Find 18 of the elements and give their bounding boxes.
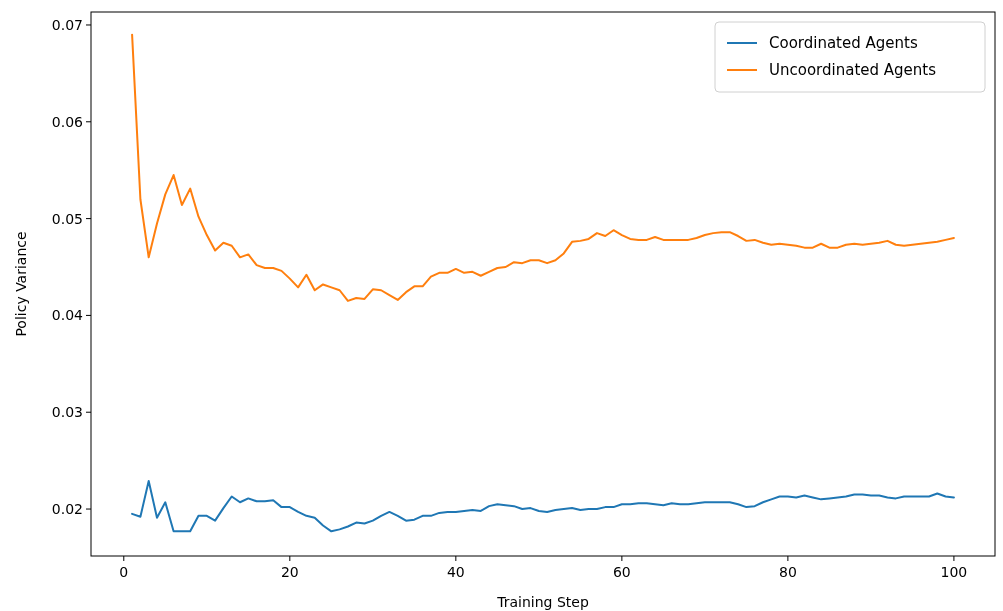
y-tick-label: 0.07	[51, 16, 83, 33]
x-tick-label: 20	[280, 564, 299, 580]
y-tick-label: 0.04	[51, 307, 84, 324]
legend-label: Uncoordinated Agents	[769, 61, 937, 80]
legend-label: Coordinated Agents	[769, 34, 918, 53]
y-tick-label: 0.06	[51, 113, 84, 130]
line-series	[131, 33, 955, 302]
y-tick-label: 0.03	[51, 404, 83, 421]
x-tick-label: 60	[612, 564, 631, 580]
x-axis-title: Training Step	[496, 594, 589, 610]
x-tick-label: 0	[119, 564, 129, 580]
line-series	[131, 479, 955, 533]
x-tick-label: 100	[940, 564, 968, 580]
y-tick-label: 0.02	[51, 500, 83, 517]
x-tick-label: 80	[778, 564, 797, 580]
y-tick-label: 0.05	[51, 210, 83, 227]
y-axis-title: Policy Variance	[13, 231, 29, 337]
x-tick-label: 40	[446, 564, 465, 580]
